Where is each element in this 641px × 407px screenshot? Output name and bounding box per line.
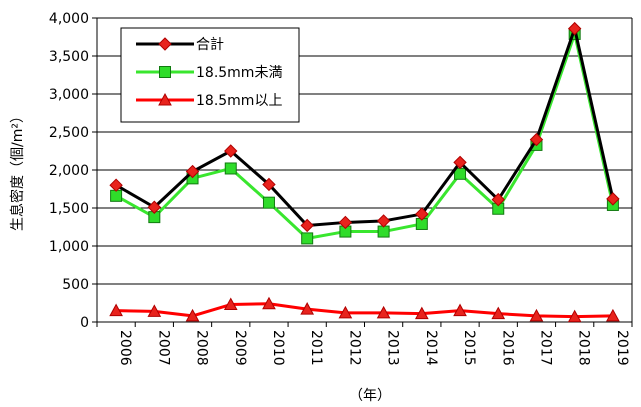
data-point-marker xyxy=(159,66,171,78)
series xyxy=(109,21,620,323)
y-tick-label: 1,500 xyxy=(49,201,89,217)
series-line xyxy=(115,27,615,227)
legend-label: 18.5mm以上 xyxy=(196,93,282,109)
data-point-marker xyxy=(223,297,238,311)
legend: 合計 18.5mm未満 18.5mm以上 xyxy=(120,27,300,123)
x-tick-label: 2018 xyxy=(576,330,592,366)
data-point-marker xyxy=(300,218,314,233)
data-point-marker xyxy=(453,303,467,317)
data-point-marker xyxy=(262,296,276,310)
x-tick-label: 2015 xyxy=(461,330,477,366)
y-tick-labels: 0 500 1,000 1,500 2,000 2,500 3,000 3,500 4,000 xyxy=(49,11,89,331)
data-point-marker xyxy=(301,232,314,245)
data-point-marker xyxy=(300,302,315,315)
data-point-marker xyxy=(415,207,429,221)
data-point-marker xyxy=(147,200,162,214)
data-point-marker xyxy=(224,144,238,158)
data-point-marker xyxy=(567,21,582,36)
legend-label: 合計 xyxy=(196,37,224,53)
data-point-marker xyxy=(338,305,353,319)
x-tick-label: 2007 xyxy=(155,330,171,366)
data-point-marker xyxy=(262,196,275,209)
data-point-marker xyxy=(491,306,506,320)
series-line xyxy=(116,302,613,319)
x-tick-label: 2014 xyxy=(423,330,439,366)
y-tick-label: 1,000 xyxy=(49,239,89,255)
x-tick-label: 2017 xyxy=(537,330,553,366)
y-tick-label: 4,000 xyxy=(49,11,89,27)
axes xyxy=(92,17,633,327)
data-point-marker xyxy=(606,308,620,322)
data-point-marker xyxy=(109,303,123,317)
legend-label: 18.5mm未満 xyxy=(196,65,282,81)
data-point-marker xyxy=(185,308,200,322)
x-tick-labels: 2006 2007 2008 2009 2010 2011 2012 2013 2014 2015… xyxy=(117,330,630,366)
data-point-marker xyxy=(109,178,123,192)
x-axis-title: （年） xyxy=(349,388,391,404)
data-point-marker xyxy=(567,309,582,323)
data-point-marker xyxy=(453,155,467,170)
data-point-marker xyxy=(158,92,172,106)
data-point-marker xyxy=(529,308,544,322)
y-tick-label: 2,000 xyxy=(49,163,89,179)
y-tick-label: 500 xyxy=(62,277,89,293)
data-point-marker xyxy=(224,162,237,175)
series-2 xyxy=(109,296,620,323)
data-point-marker xyxy=(376,214,391,228)
data-point-marker xyxy=(377,225,390,238)
x-tick-label: 2012 xyxy=(346,330,362,366)
x-tick-label: 2009 xyxy=(232,330,248,366)
data-point-marker xyxy=(147,304,162,317)
y-axis-title: 生息密度（個/m²） xyxy=(9,109,26,231)
x-tick-label: 2016 xyxy=(499,330,515,366)
y-tick-label: 2,500 xyxy=(49,125,89,141)
data-point-marker xyxy=(529,132,544,147)
data-point-marker xyxy=(414,306,429,320)
x-tick-label: 2011 xyxy=(308,330,324,366)
x-tick-label: 2008 xyxy=(194,330,210,366)
series-line xyxy=(115,32,615,240)
x-tick-label: 2019 xyxy=(614,330,630,366)
y-tick-label: 0 xyxy=(80,315,89,331)
y-tick-label: 3,000 xyxy=(49,87,89,103)
data-point-marker xyxy=(110,189,123,202)
data-point-marker xyxy=(376,305,391,319)
x-tick-label: 2006 xyxy=(117,330,133,366)
x-tick-label: 2013 xyxy=(385,330,401,366)
data-point-marker xyxy=(606,192,620,206)
y-tick-label: 3,500 xyxy=(49,49,89,65)
data-point-marker xyxy=(338,215,353,230)
data-point-marker xyxy=(491,192,505,207)
data-point-marker xyxy=(158,37,172,51)
x-tick-label: 2010 xyxy=(270,330,286,366)
series-0 xyxy=(109,21,620,233)
data-point-marker xyxy=(262,177,276,192)
data-point-marker xyxy=(185,164,200,179)
